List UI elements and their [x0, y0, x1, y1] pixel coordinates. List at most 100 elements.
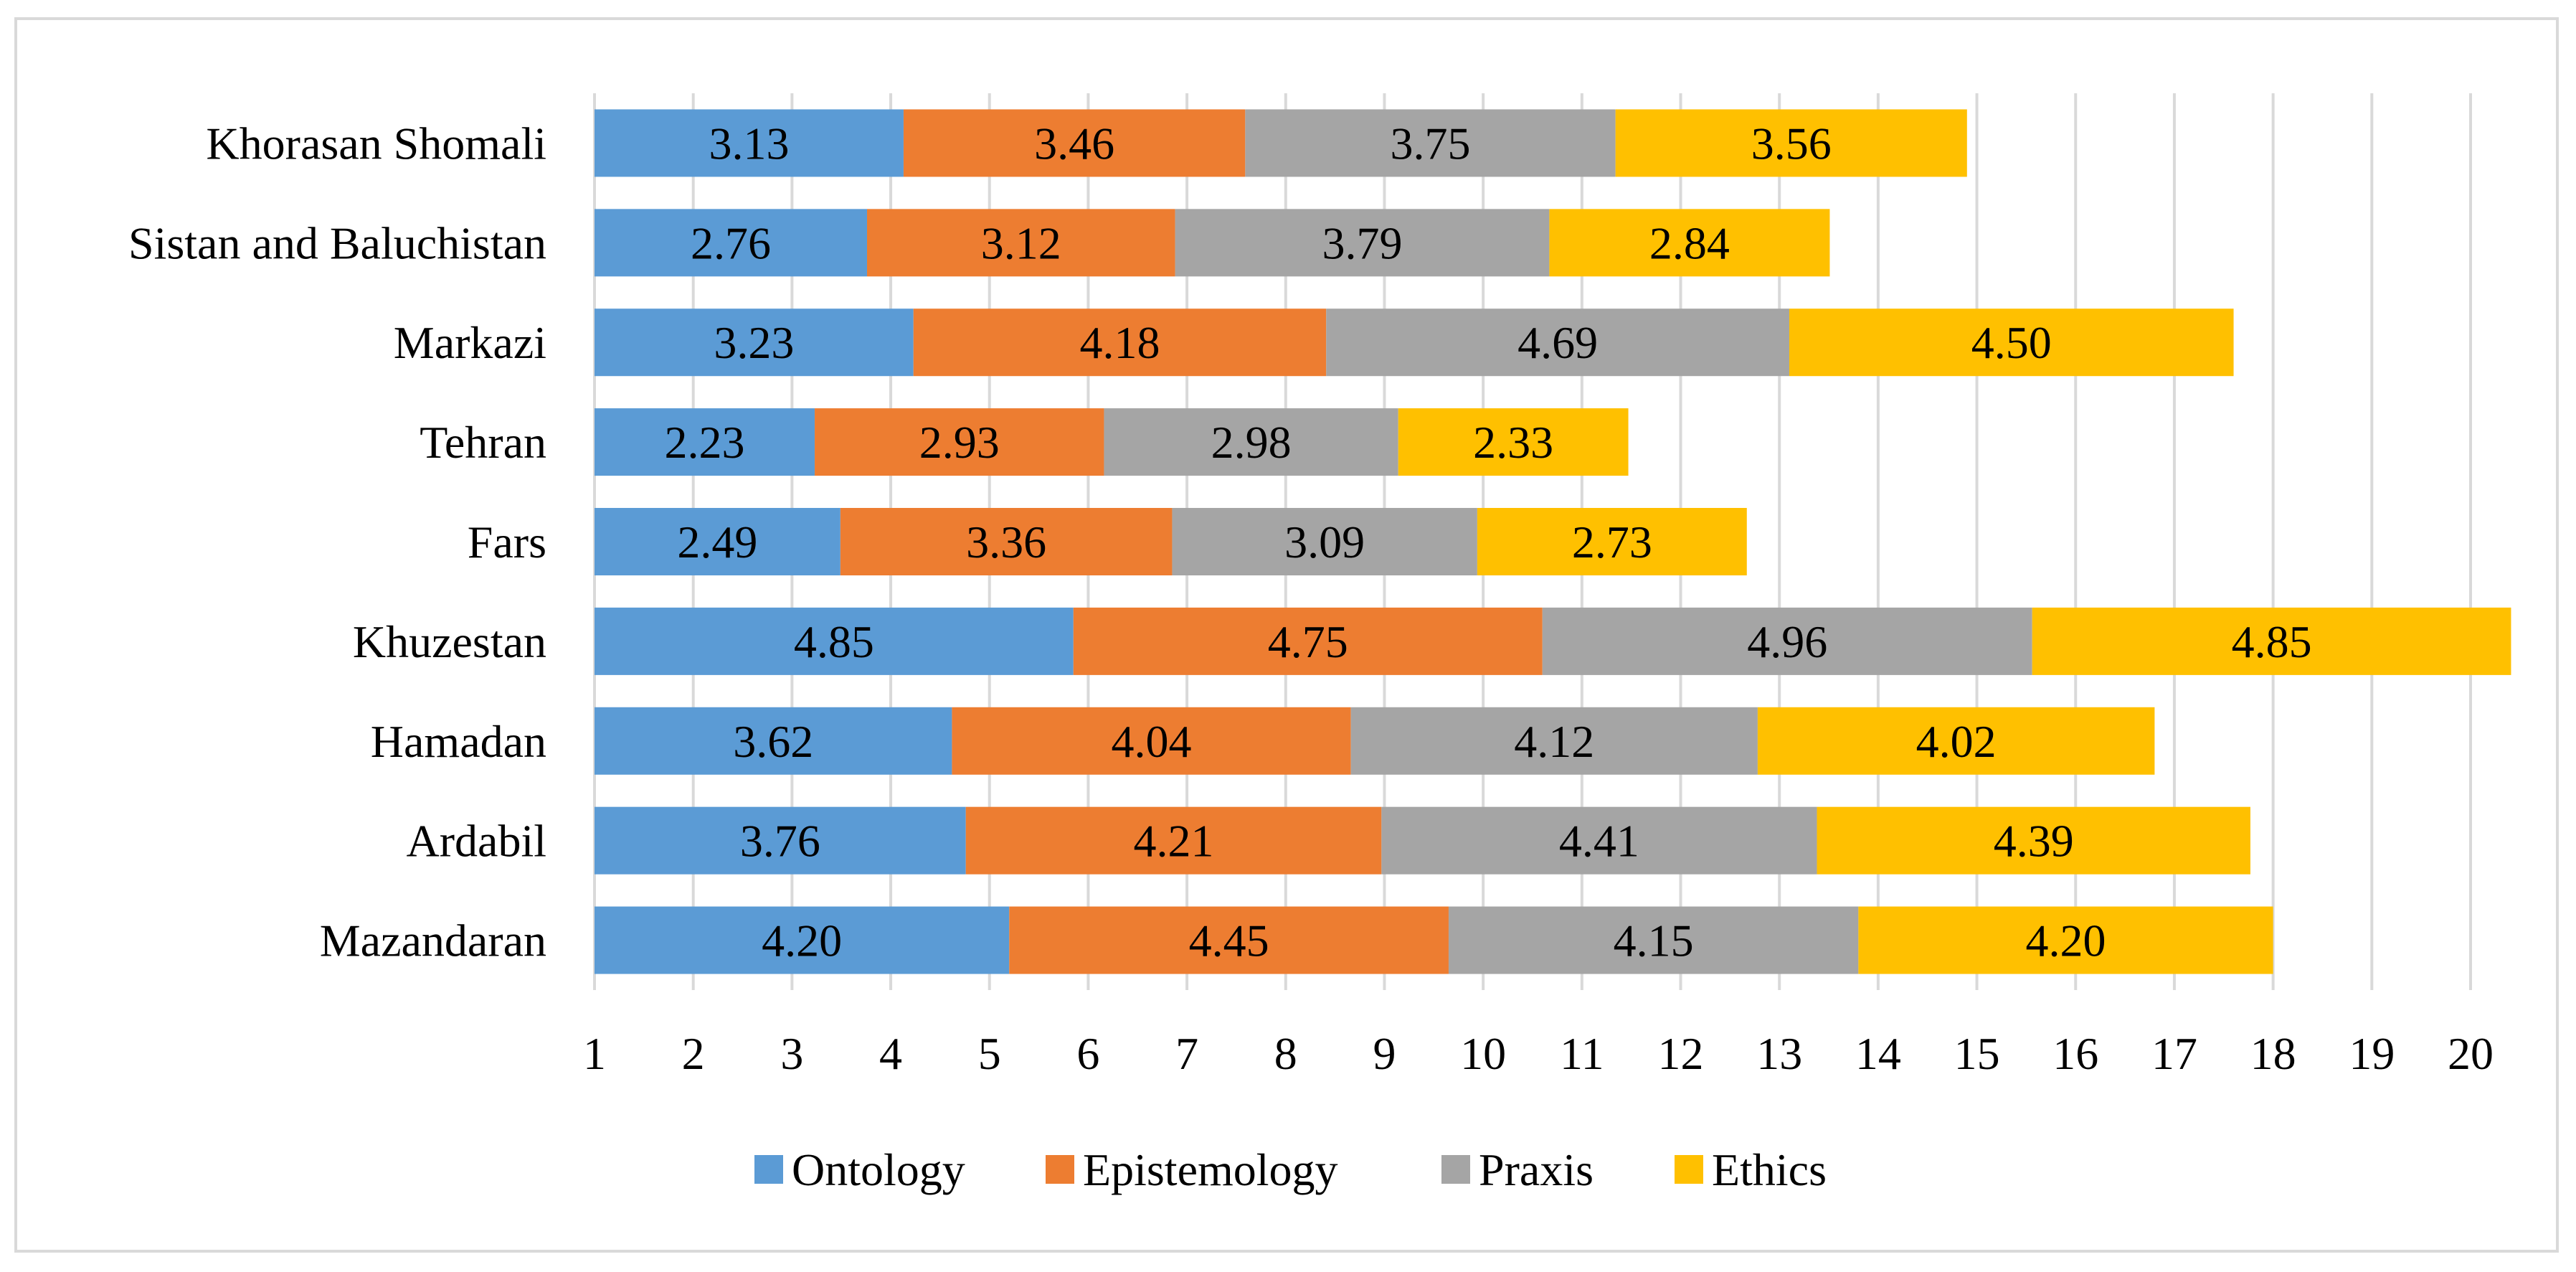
bar-praxis-3: [1104, 408, 1398, 476]
category-labels: Khorasan Shomali Sistan and Baluchistan Ma…: [128, 118, 546, 966]
category-label: Fars: [468, 517, 546, 567]
bar-ontology-5: [595, 607, 1074, 675]
data-label-ethics: 2.33: [1473, 417, 1553, 468]
data-label-epistemology: 2.93: [919, 417, 1000, 468]
bar-epistemology-4: [840, 508, 1173, 575]
data-label-epistemology: 3.12: [981, 217, 1061, 268]
category-label: Tehran: [420, 417, 546, 468]
bar-praxis-6: [1350, 707, 1758, 775]
bar-ontology-8: [595, 906, 1010, 974]
data-label-praxis: 4.15: [1614, 915, 1694, 966]
bar-ontology-0: [595, 109, 904, 177]
data-label-ontology: 4.20: [762, 915, 842, 966]
x-tick-label: 14: [1855, 1028, 1901, 1079]
bar-praxis-5: [1542, 607, 2032, 675]
x-tick-label: 10: [1460, 1028, 1506, 1079]
legend-label: Praxis: [1479, 1144, 1594, 1195]
bar-epistemology-0: [903, 109, 1246, 177]
data-label-ethics: 2.84: [1649, 217, 1730, 268]
x-tick-label: 5: [978, 1028, 1001, 1079]
x-tick-label: 8: [1274, 1028, 1297, 1079]
bar-ontology-7: [595, 806, 966, 875]
data-label-praxis: 3.09: [1284, 517, 1365, 567]
data-label-ontology: 2.76: [691, 217, 771, 268]
bar-ethics-0: [1615, 109, 1967, 177]
bar-epistemology-1: [867, 209, 1175, 277]
data-label-ontology: 3.62: [733, 716, 813, 767]
x-tick-label: 20: [2448, 1028, 2494, 1079]
data-label-ontology: 3.76: [740, 816, 820, 867]
bar-praxis-8: [1448, 906, 1859, 974]
bar-praxis-2: [1326, 308, 1789, 377]
data-label-ethics: 4.20: [2025, 915, 2106, 966]
legend-swatch-ontology: [754, 1155, 783, 1184]
data-label-ethics: 2.73: [1572, 517, 1652, 567]
bar-ethics-8: [1858, 906, 2273, 974]
x-tick-label: 12: [1658, 1028, 1704, 1079]
bar-ontology-1: [595, 209, 868, 277]
data-label-ethics: 4.85: [2232, 616, 2312, 667]
legend-label: Epistemology: [1083, 1144, 1338, 1195]
bar-ethics-4: [1477, 508, 1747, 575]
legend[interactable]: Ontology Epistemology Praxis Ethics: [754, 1144, 1827, 1195]
bar-ontology-4: [595, 508, 840, 575]
data-label-ethics: 4.50: [1971, 317, 2052, 368]
bar-praxis-4: [1172, 508, 1477, 575]
x-tick-label: 9: [1373, 1028, 1396, 1079]
legend-item-praxis[interactable]: Praxis: [1441, 1144, 1594, 1195]
data-label-ethics: 3.56: [1751, 118, 1832, 169]
x-tick-label: 11: [1560, 1028, 1604, 1079]
legend-item-ethics[interactable]: Ethics: [1675, 1144, 1827, 1195]
category-label: Mazandaran: [320, 915, 546, 966]
data-label-praxis: 4.69: [1517, 317, 1598, 368]
bars: [595, 109, 2511, 974]
data-label-epistemology: 4.04: [1112, 716, 1192, 767]
x-tick-label: 16: [2052, 1028, 2098, 1079]
legend-swatch-epistemology: [1046, 1155, 1074, 1184]
data-label-epistemology: 4.45: [1189, 915, 1269, 966]
legend-item-epistemology[interactable]: Epistemology: [1046, 1144, 1338, 1195]
bar-epistemology-6: [952, 707, 1351, 775]
data-label-praxis: 4.96: [1747, 616, 1827, 667]
bar-epistemology-2: [913, 308, 1327, 377]
data-label-epistemology: 4.21: [1134, 816, 1214, 867]
x-tick-label: 1: [583, 1028, 606, 1079]
x-tick-label: 13: [1756, 1028, 1802, 1079]
bar-praxis-1: [1175, 209, 1550, 277]
bar-ethics-2: [1789, 308, 2234, 377]
bar-epistemology-5: [1073, 607, 1543, 675]
bar-ethics-1: [1549, 209, 1830, 277]
bar-epistemology-7: [965, 806, 1382, 875]
data-label-epistemology: 3.46: [1034, 118, 1114, 169]
x-tick-label: 3: [780, 1028, 803, 1079]
x-tick-label: 17: [2151, 1028, 2197, 1079]
category-label: Sistan and Baluchistan: [128, 217, 546, 268]
legend-swatch-praxis: [1441, 1155, 1470, 1184]
bar-ethics-5: [2032, 607, 2511, 675]
data-label-epistemology: 4.18: [1079, 317, 1160, 368]
bar-epistemology-3: [815, 408, 1104, 476]
bar-praxis-7: [1381, 806, 1817, 875]
x-axis-tick-labels: 1 2 3 4 5 6 7 8 9 10 11 12 13 14 15 16 17 18 19 20: [583, 1028, 2494, 1079]
x-tick-label: 2: [682, 1028, 705, 1079]
data-label-ontology: 3.13: [709, 118, 789, 169]
category-label: Markazi: [394, 317, 546, 368]
category-label: Ardabil: [407, 816, 547, 867]
data-label-ontology: 2.23: [665, 417, 745, 468]
data-label-epistemology: 4.75: [1268, 616, 1348, 667]
bar-ontology-6: [595, 707, 952, 775]
data-label-ontology: 2.49: [677, 517, 757, 567]
category-label: Hamadan: [371, 716, 546, 767]
bar-epistemology-8: [1009, 906, 1449, 974]
legend-item-ontology[interactable]: Ontology: [754, 1144, 965, 1195]
category-label: Khuzestan: [353, 616, 546, 667]
bar-praxis-0: [1245, 109, 1616, 177]
x-tick-label: 6: [1076, 1028, 1099, 1079]
category-label: Khorasan Shomali: [206, 118, 546, 169]
data-label-ethics: 4.02: [1916, 716, 1997, 767]
x-tick-label: 7: [1175, 1028, 1198, 1079]
bar-ethics-7: [1817, 806, 2250, 875]
data-label-praxis: 4.41: [1559, 816, 1639, 867]
data-label-epistemology: 3.36: [966, 517, 1046, 567]
bar-ontology-3: [595, 408, 815, 476]
